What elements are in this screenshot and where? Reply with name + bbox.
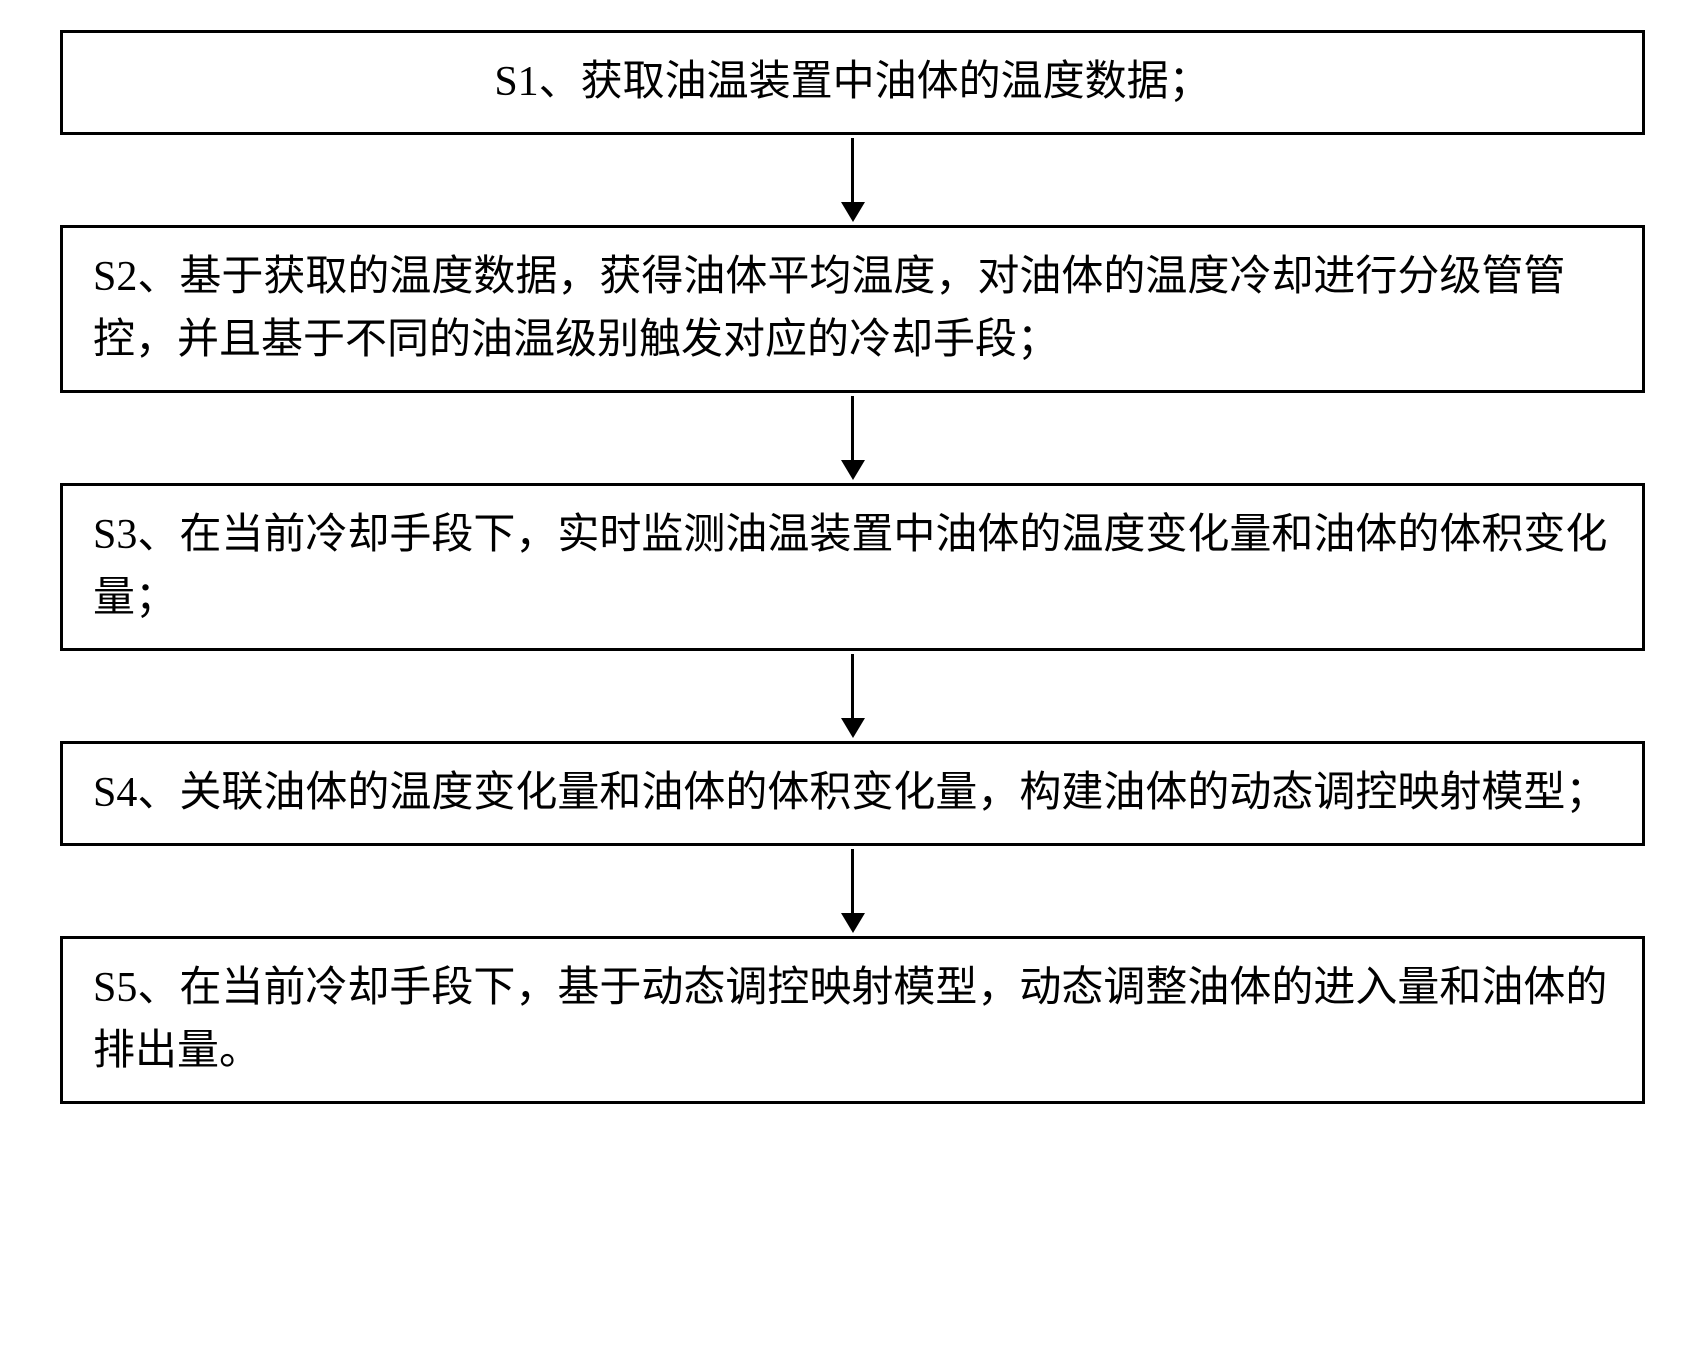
step-s5-text: S5、在当前冷却手段下，基于动态调控映射模型，动态调整油体的进入量和油体的排出量… [93, 965, 1607, 1074]
step-s4-text: S4、关联油体的温度变化量和油体的体积变化量，构建油体的动态调控映射模型； [93, 770, 1607, 816]
arrow-head-icon [841, 202, 865, 222]
arrow-s2-s3 [841, 393, 865, 483]
arrow-s4-s5 [841, 846, 865, 936]
step-s1-text: S1、获取油温装置中油体的温度数据； [494, 59, 1210, 105]
arrow-line-icon [851, 849, 854, 914]
arrow-head-icon [841, 460, 865, 480]
arrow-head-icon [841, 718, 865, 738]
arrow-s1-s2 [841, 135, 865, 225]
flowchart-container: S1、获取油温装置中油体的温度数据； S2、基于获取的温度数据，获得油体平均温度… [60, 30, 1645, 1104]
arrow-line-icon [851, 396, 854, 461]
step-s3-box: S3、在当前冷却手段下，实时监测油温装置中油体的温度变化量和油体的体积变化量； [60, 483, 1645, 651]
step-s3-text: S3、在当前冷却手段下，实时监测油温装置中油体的温度变化量和油体的体积变化量； [93, 512, 1607, 621]
step-s4-box: S4、关联油体的温度变化量和油体的体积变化量，构建油体的动态调控映射模型； [60, 741, 1645, 846]
arrow-line-icon [851, 138, 854, 203]
step-s2-text: S2、基于获取的温度数据，获得油体平均温度，对油体的温度冷却进行分级管管控，并且… [93, 254, 1565, 363]
step-s1-box: S1、获取油温装置中油体的温度数据； [60, 30, 1645, 135]
step-s2-box: S2、基于获取的温度数据，获得油体平均温度，对油体的温度冷却进行分级管管控，并且… [60, 225, 1645, 393]
arrow-line-icon [851, 654, 854, 719]
step-s5-box: S5、在当前冷却手段下，基于动态调控映射模型，动态调整油体的进入量和油体的排出量… [60, 936, 1645, 1104]
arrow-s3-s4 [841, 651, 865, 741]
arrow-head-icon [841, 913, 865, 933]
